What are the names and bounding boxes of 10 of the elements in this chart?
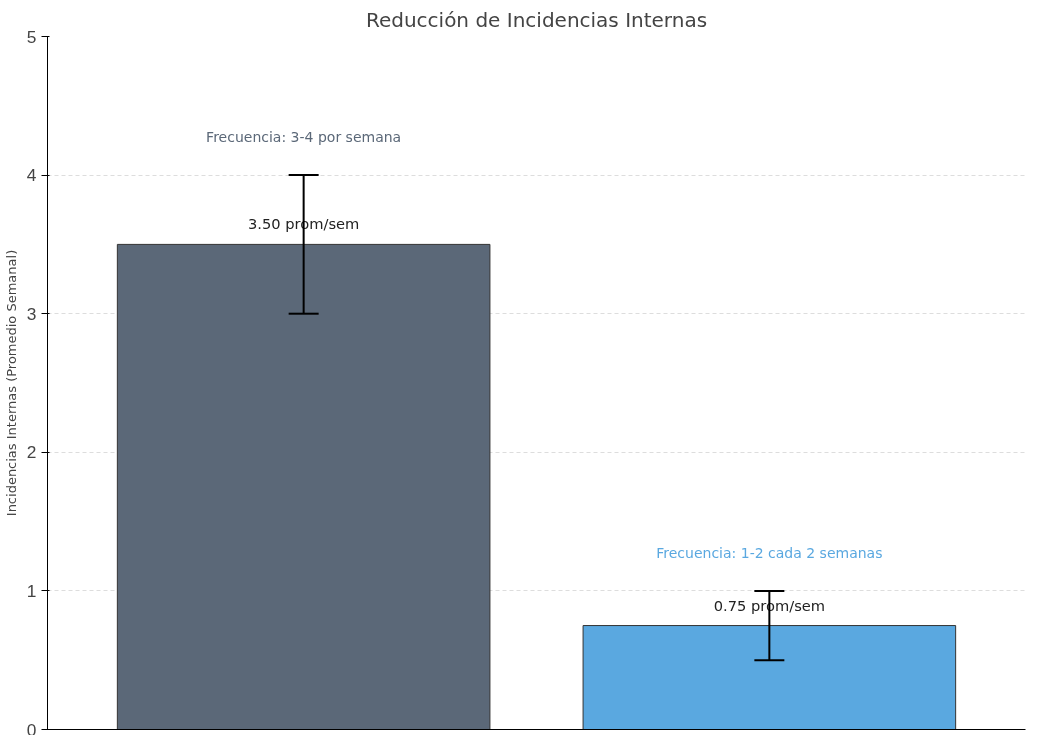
y-tick-label: 2	[26, 442, 37, 463]
y-tick-label: 0	[26, 719, 37, 740]
chart-title: Reducción de Incidencias Internas	[365, 7, 708, 32]
y-tick-label: 1	[26, 580, 37, 601]
annotation: Frecuencia: 1-2 cada 2 semanas	[656, 544, 883, 561]
y-tick-label: 3	[26, 303, 37, 324]
annotation: Frecuencia: 3-4 por semana	[206, 129, 402, 146]
y-axis-title: Incidencias Internas (Promedio Semanal)	[3, 249, 19, 517]
y-tick-label: 4	[26, 165, 37, 186]
y-tick-label: 5	[26, 26, 37, 47]
